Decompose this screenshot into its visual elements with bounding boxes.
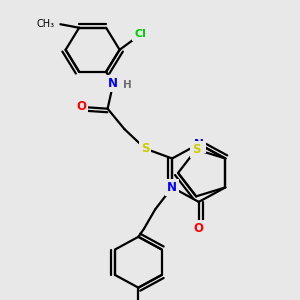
Text: O: O (194, 222, 204, 235)
Text: Cl: Cl (134, 29, 146, 39)
Text: H: H (123, 80, 132, 90)
Text: N: N (194, 137, 204, 151)
Text: CH₃: CH₃ (37, 19, 55, 29)
Text: S: S (192, 143, 200, 156)
Text: O: O (76, 100, 86, 113)
Text: S: S (141, 142, 149, 155)
Text: N: N (108, 77, 118, 90)
Text: N: N (167, 181, 177, 194)
